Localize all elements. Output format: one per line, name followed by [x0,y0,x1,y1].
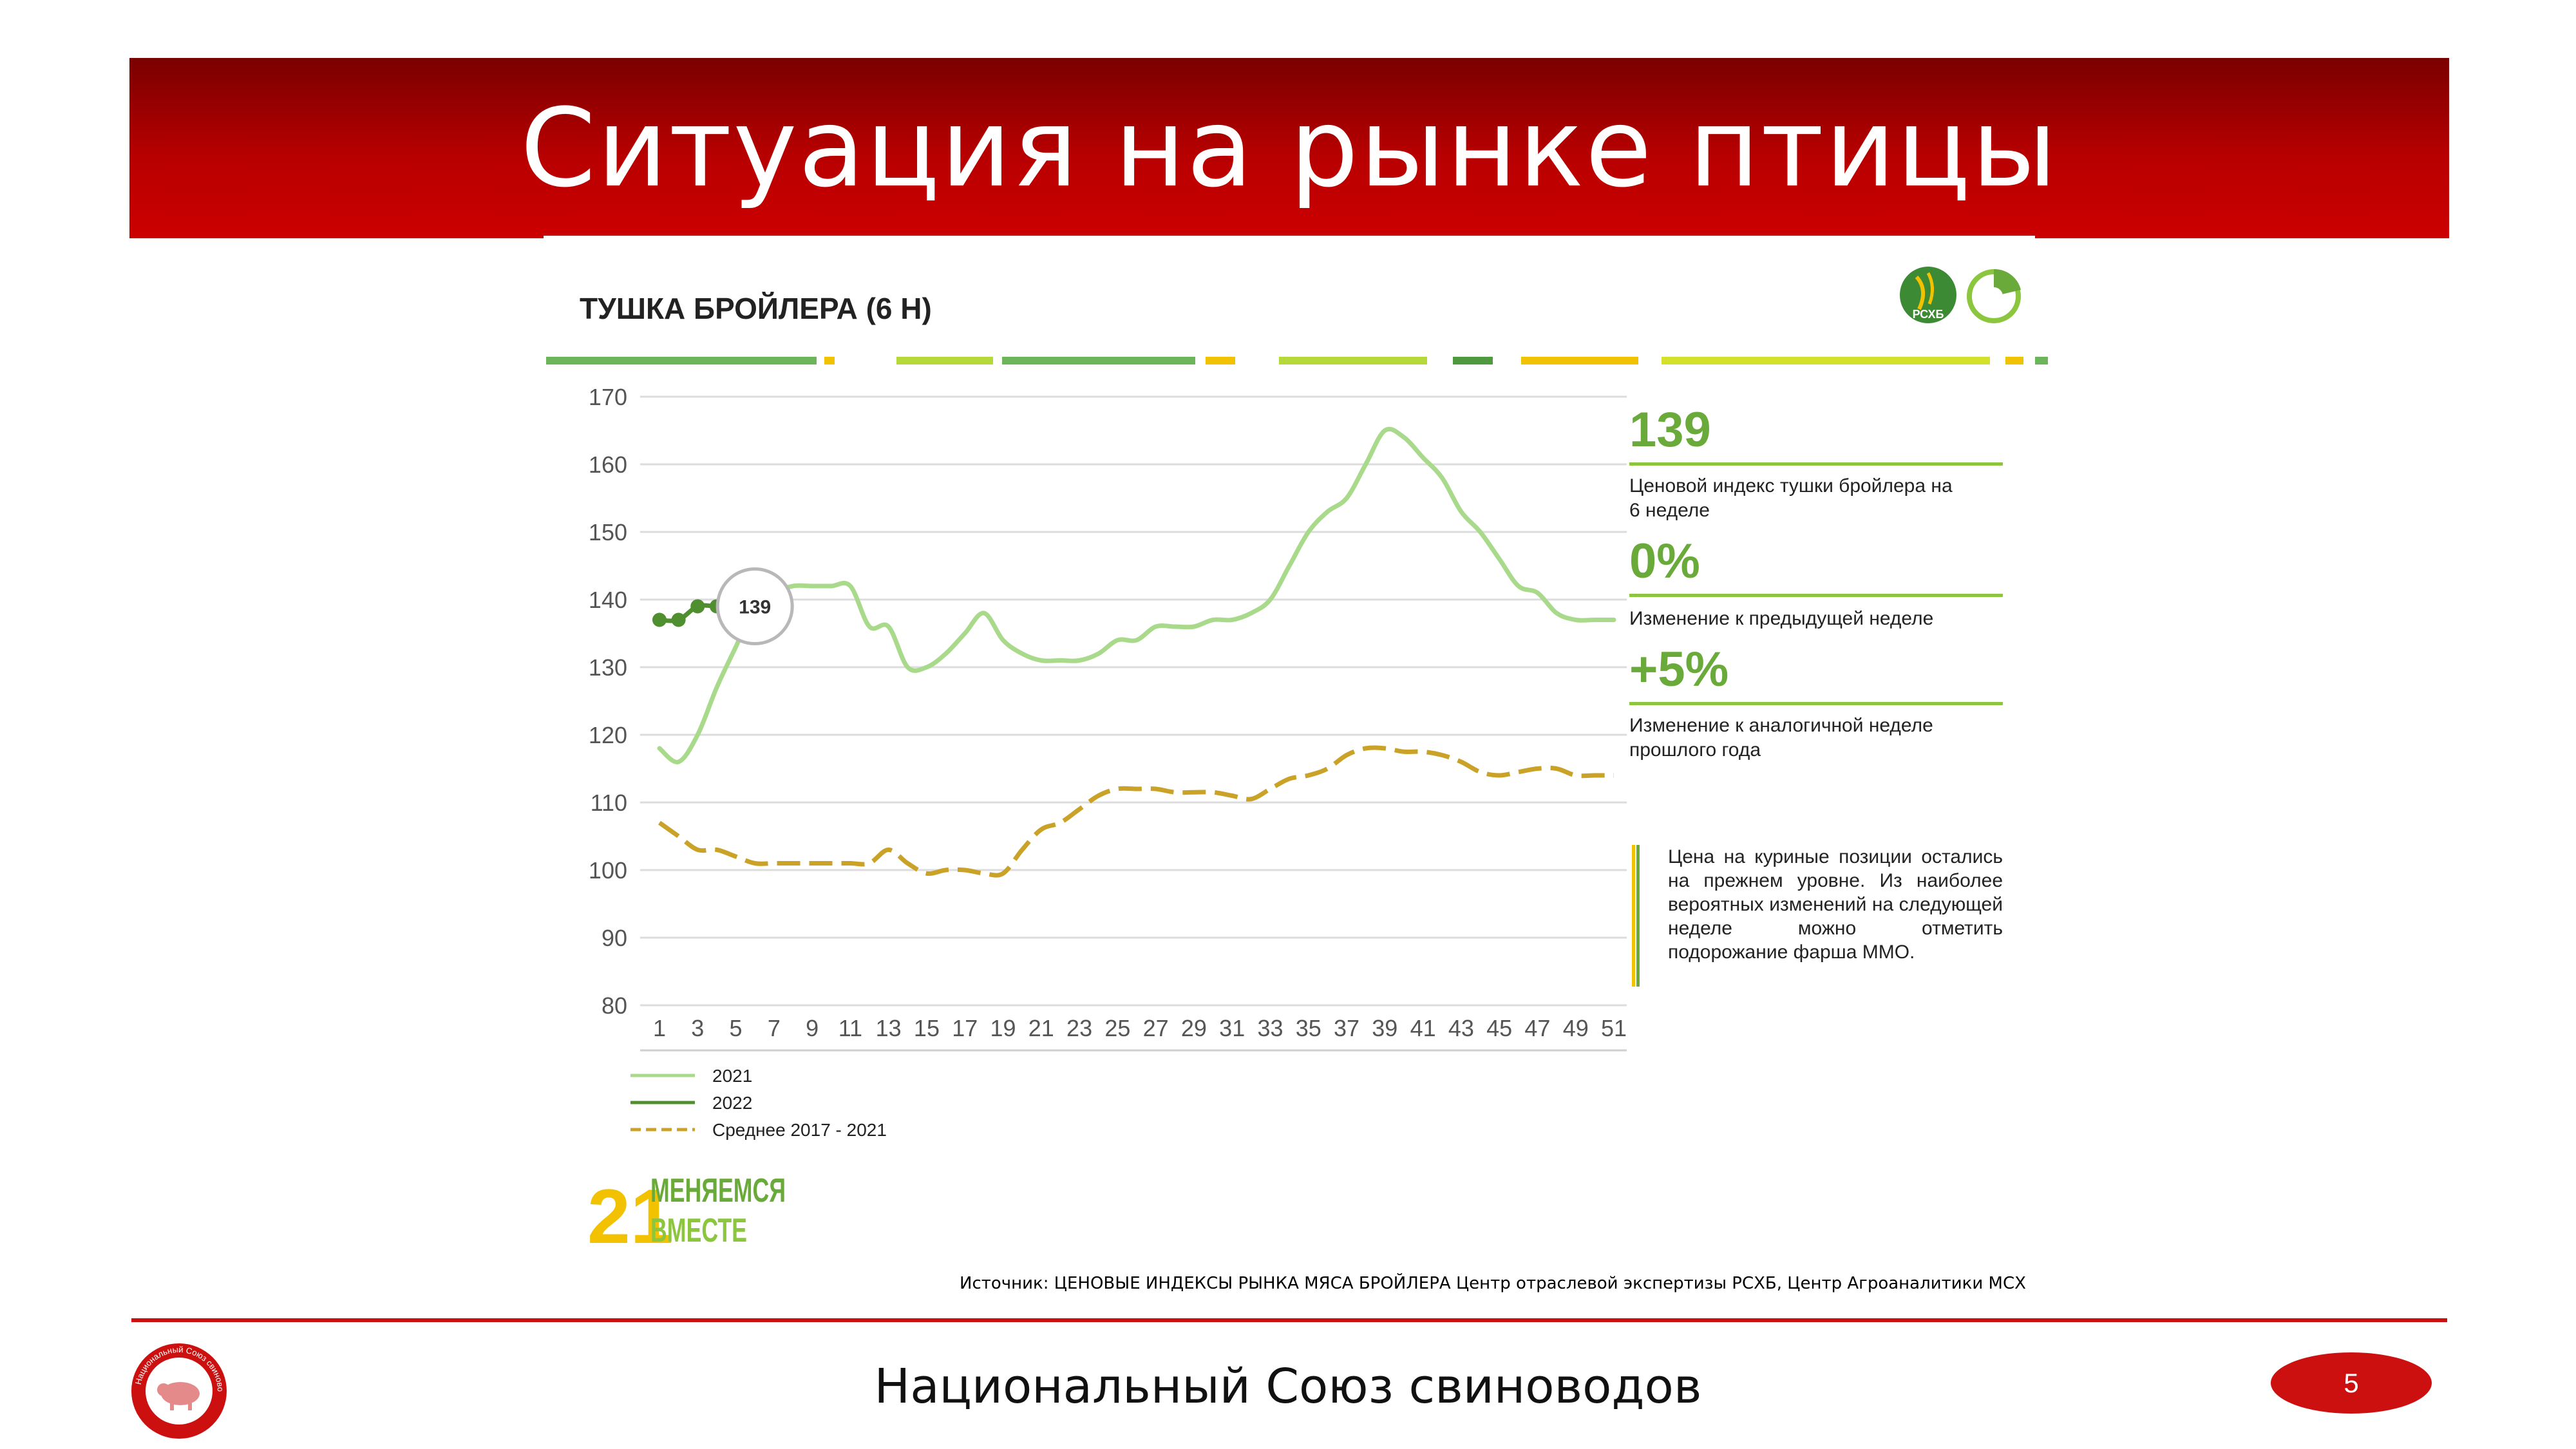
stripe-3 [896,357,993,365]
stat-divider-1 [1629,462,2003,466]
header-band [129,58,2449,238]
footer-divider [131,1318,2447,1322]
chart-grid [640,395,1627,1007]
footer-org-name: Национальный Союз свиноводов [874,1359,1702,1414]
x-tick-label: 3 [691,1015,704,1041]
legend-label: Среднее 2017 - 2021 [712,1120,887,1140]
x-tick-label: 51 [1601,1015,1627,1041]
x-tick-label: 49 [1563,1015,1589,1041]
stripe-10 [2005,357,2023,365]
x-tick-label: 23 [1066,1015,1092,1041]
x-tick-label: 1 [653,1015,666,1041]
x-tick-label: 43 [1448,1015,1474,1041]
stat-year-change-value: +5% [1629,642,1729,697]
y-axis-ticks: 170 160 150 140 130 120 110 100 90 80 [589,384,627,1019]
note-accent-bars [1632,845,1640,987]
agroanalytics-logo-icon [1967,269,2021,323]
y-tick-label: 160 [589,451,627,478]
stripe-2 [824,357,835,365]
x-tick-label: 17 [952,1015,978,1041]
x-tick-label: 7 [768,1015,781,1041]
legend-label: 2022 [712,1093,752,1113]
stat-index-label: Ценовой индекс тушки бройлера на 6 недел… [1629,475,1953,521]
x-tick-label: 37 [1334,1015,1359,1041]
y-tick-label: 110 [591,790,627,816]
chart-title: ТУШКА БРОЙЛЕРА (6 Н) [580,292,932,325]
x-axis-ticks: 1 3 5 7 9 11 13 15 17 19 21 23 25 27 29 31 33 35 37 39 41 43 4… [640,1015,1627,1052]
legend-label: 2021 [712,1066,752,1086]
stripe-8 [1521,357,1638,365]
x-tick-label: 45 [1486,1015,1512,1041]
stripe-4 [1002,357,1195,365]
series-point-2022 [652,612,667,627]
page-number-badge: 5 [2271,1352,2432,1414]
x-tick-label: 41 [1410,1015,1436,1041]
x-tick-label: 27 [1143,1015,1169,1041]
series-point-2022 [690,599,705,614]
y-tick-label: 90 [601,925,627,951]
rshb-logo-icon: РСХБ [1900,267,1956,323]
campaign-logo-line1: МЕНЯЕМСЯ [650,1172,786,1209]
y-tick-label: 80 [601,992,627,1019]
y-tick-label: 140 [589,587,627,613]
series-line-2 [658,745,1614,878]
series-line-0 [657,426,1616,764]
x-tick-label: 13 [876,1015,902,1041]
stripe-7 [1453,357,1493,365]
chart-callout: 139 [715,567,794,645]
stat-year-change-label: Изменение к аналогичной неделе прошлого … [1629,715,1933,761]
stripe-11 [2035,357,2048,365]
x-tick-label: 47 [1524,1015,1550,1041]
y-tick-label: 100 [589,857,627,884]
stripe-6 [1279,357,1427,365]
x-tick-label: 19 [990,1015,1016,1041]
content-panel [544,236,2035,1308]
callout-value: 139 [739,597,771,618]
x-tick-label: 5 [730,1015,743,1041]
x-tick-label: 15 [914,1015,940,1041]
y-tick-label: 170 [589,384,627,410]
chart-legend: 2021 2022 Среднее 2017 - 2021 [630,1066,887,1140]
stat-index-value: 139 [1629,402,1711,457]
stat-divider-3 [1629,702,2003,705]
x-tick-label: 21 [1028,1015,1054,1041]
x-tick-label: 9 [806,1015,819,1041]
campaign-logo-icon: 21 МЕНЯЕМСЯ ВМЕСТЕ [587,1172,786,1256]
y-tick-label: 150 [589,519,627,545]
series-point-2022 [671,612,686,627]
chart-series [652,426,1616,878]
x-tick-label: 11 [838,1015,862,1041]
page-number: 5 [2344,1367,2359,1398]
x-tick-label: 35 [1296,1015,1321,1041]
x-tick-label: 25 [1104,1015,1130,1041]
union-logo-icon: Национальный Союз свиноводов [128,1340,227,1439]
stat-week-change-value: 0% [1629,534,1700,589]
y-tick-label: 120 [589,722,627,748]
market-note: Цена на куриные позиции остались на преж… [1668,846,2003,963]
stat-week-change-label: Изменение к предыдущей неделе [1629,608,1934,629]
x-tick-label: 39 [1372,1015,1397,1041]
x-tick-label: 31 [1219,1015,1245,1041]
source-note: Источник: ЦЕНОВЫЕ ИНДЕКСЫ РЫНКА МЯСА БРО… [960,1274,2026,1293]
slide-title: Ситуация на рынке птицы [520,85,2059,211]
campaign-logo-year: 21 [587,1173,673,1256]
stripe-9 [1662,357,1990,365]
stripe-5 [1206,357,1235,365]
x-tick-label: 33 [1257,1015,1283,1041]
stat-divider-2 [1629,594,2003,597]
y-tick-label: 130 [589,654,627,681]
x-tick-label: 29 [1181,1015,1207,1041]
stripe-1 [546,357,817,365]
campaign-logo-line2: ВМЕСТЕ [650,1212,747,1249]
rshb-logo-text: РСХБ [1913,308,1944,321]
callout-bubble [715,567,794,645]
